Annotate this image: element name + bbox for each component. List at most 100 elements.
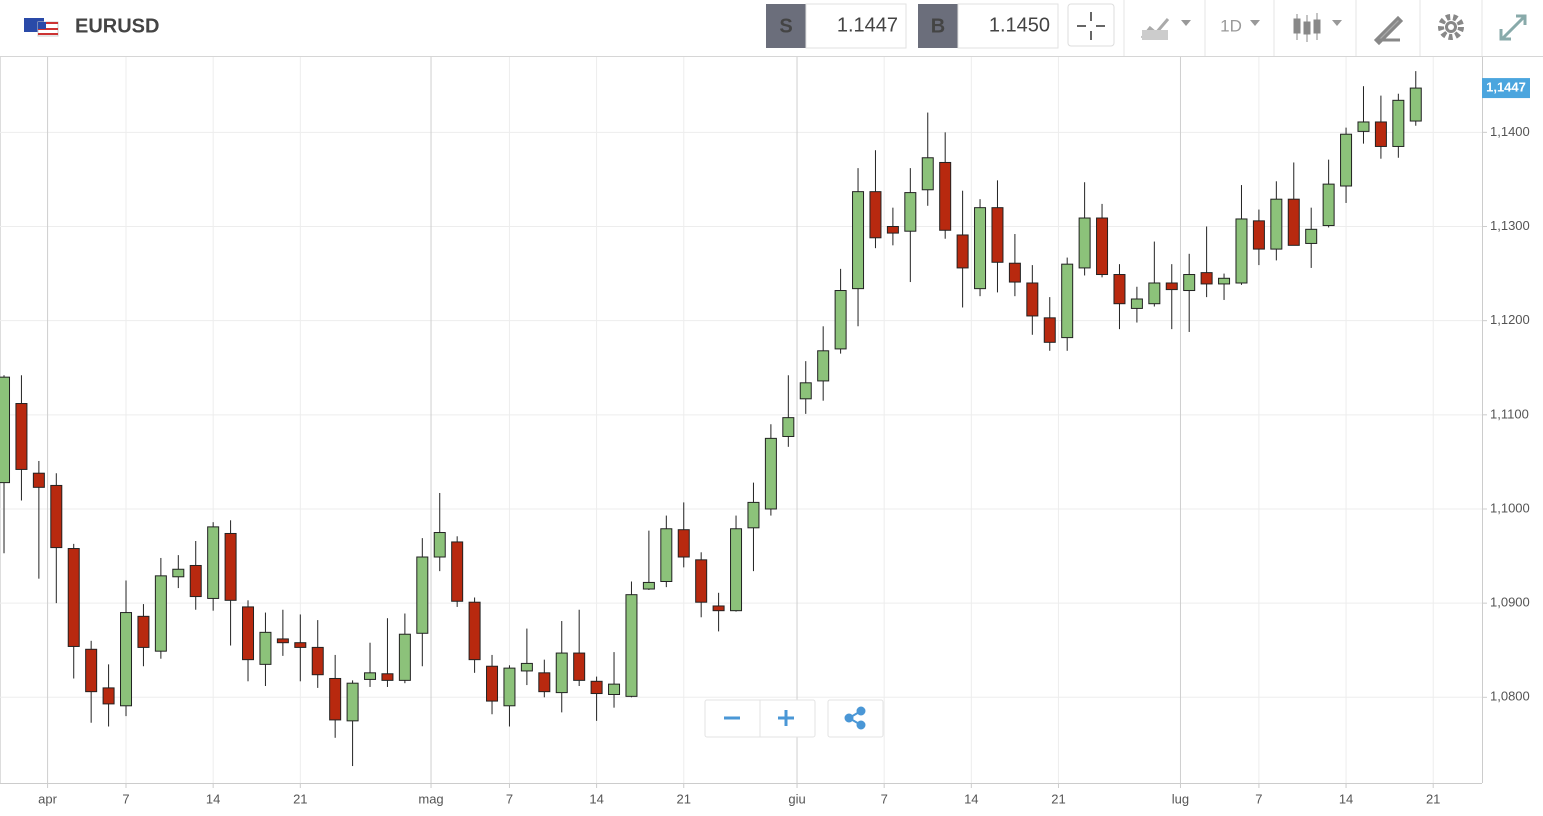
candle-body — [242, 606, 255, 661]
candle-body — [1200, 272, 1213, 285]
candle-body — [1409, 87, 1422, 122]
candle-body — [642, 581, 655, 590]
candle-body — [346, 682, 359, 722]
last-price-label: 1,1447 — [1486, 80, 1526, 95]
candle-body — [1340, 133, 1353, 187]
toolbar-separators — [1123, 0, 1483, 56]
share-button[interactable] — [844, 706, 866, 730]
candle-body — [1043, 317, 1056, 343]
crosshair-button[interactable] — [1067, 3, 1115, 47]
candle-body — [660, 528, 673, 582]
candle-body — [1026, 282, 1039, 317]
candle-body — [520, 662, 533, 672]
candle-body — [189, 564, 202, 598]
candle-body — [782, 417, 795, 437]
candle-body — [869, 191, 882, 239]
candle-body — [433, 532, 446, 558]
candle-body — [677, 529, 690, 558]
y-tick-label: 1,1000 — [1490, 500, 1530, 515]
candle-body — [154, 575, 167, 652]
candle-style-button[interactable] — [1293, 13, 1342, 42]
candle-body — [50, 484, 63, 549]
x-tick-label: apr — [38, 791, 57, 806]
candle-body — [120, 612, 133, 707]
candle-body — [67, 548, 80, 647]
candle-body — [276, 638, 289, 644]
x-tick-label: giu — [788, 791, 805, 806]
candle-body — [921, 157, 934, 191]
fullscreen-button[interactable] — [1499, 14, 1527, 41]
candles — [0, 71, 1422, 767]
candle-body — [1357, 121, 1370, 132]
y-tick-label: 1,1100 — [1490, 406, 1529, 421]
candle-body — [886, 225, 899, 234]
candle-body — [207, 526, 220, 599]
candle-body — [85, 648, 98, 693]
y-tick-label: 1,1200 — [1490, 312, 1530, 327]
candle-body — [416, 556, 429, 634]
x-tick-label: 21 — [677, 791, 691, 806]
sell-button[interactable]: S 1.1447 — [766, 3, 907, 49]
zoom-in-button[interactable] — [778, 710, 794, 726]
candle-body — [1008, 262, 1021, 283]
candle-body — [799, 382, 812, 400]
candle-body — [1270, 198, 1283, 250]
candle-body — [1218, 277, 1231, 285]
candle-body — [15, 403, 28, 470]
buy-price: 1.1450 — [989, 14, 1050, 36]
last-price-marker — [1482, 78, 1530, 99]
chart-type-button[interactable] — [1140, 18, 1191, 40]
candle-body — [834, 290, 847, 350]
settings-button[interactable] — [1438, 14, 1464, 40]
y-tick-label: 1,1300 — [1490, 218, 1530, 233]
candle-body — [294, 642, 307, 648]
candle-body — [608, 683, 621, 695]
candle-body — [102, 687, 115, 705]
candle-body — [991, 207, 1004, 263]
draw-button[interactable] — [1373, 15, 1404, 46]
timeframe: 1D — [1220, 16, 1242, 35]
candle-body — [1113, 274, 1126, 305]
candle-body — [1305, 228, 1318, 244]
x-tick-label: 7 — [506, 791, 513, 806]
x-tick-label: 21 — [1426, 791, 1440, 806]
candle-body — [1061, 263, 1074, 339]
candle-body — [1322, 183, 1335, 227]
candle-body — [730, 528, 743, 612]
candle-body — [747, 501, 760, 529]
candle-body — [329, 677, 342, 721]
candle-body — [573, 652, 586, 681]
buy-button[interactable]: B 1.1450 — [918, 3, 1059, 49]
x-tick-label: 7 — [122, 791, 129, 806]
candle-body — [939, 161, 952, 231]
x-tick-label: 21 — [293, 791, 307, 806]
candle-body — [398, 633, 411, 681]
x-tick-label: 14 — [964, 791, 978, 806]
candle-body — [1130, 298, 1143, 309]
candle-body — [1392, 99, 1405, 147]
candle-body — [1078, 217, 1091, 269]
y-tick-label: 1,0900 — [1490, 595, 1530, 610]
x-tick-label: 14 — [589, 791, 603, 806]
candle-body — [0, 376, 11, 484]
candle-body — [486, 665, 499, 702]
candle-body — [538, 672, 551, 693]
candle-body — [1148, 282, 1161, 305]
candle-body — [555, 652, 568, 694]
candle-body — [764, 437, 777, 510]
candle-body — [695, 559, 708, 603]
candle-body — [381, 673, 394, 681]
x-tick-label: 14 — [206, 791, 220, 806]
timeframe-button[interactable]: 1D — [1220, 16, 1260, 35]
zoom-controls — [704, 699, 884, 738]
candle-body — [590, 680, 603, 695]
flag-icon — [24, 18, 59, 37]
candle-body — [852, 191, 865, 290]
symbol: EURUSD — [75, 15, 159, 37]
y-tick-label: 1,0800 — [1490, 689, 1530, 704]
candle-body — [311, 646, 324, 676]
candle-body — [503, 667, 516, 707]
candle-body — [224, 532, 237, 601]
